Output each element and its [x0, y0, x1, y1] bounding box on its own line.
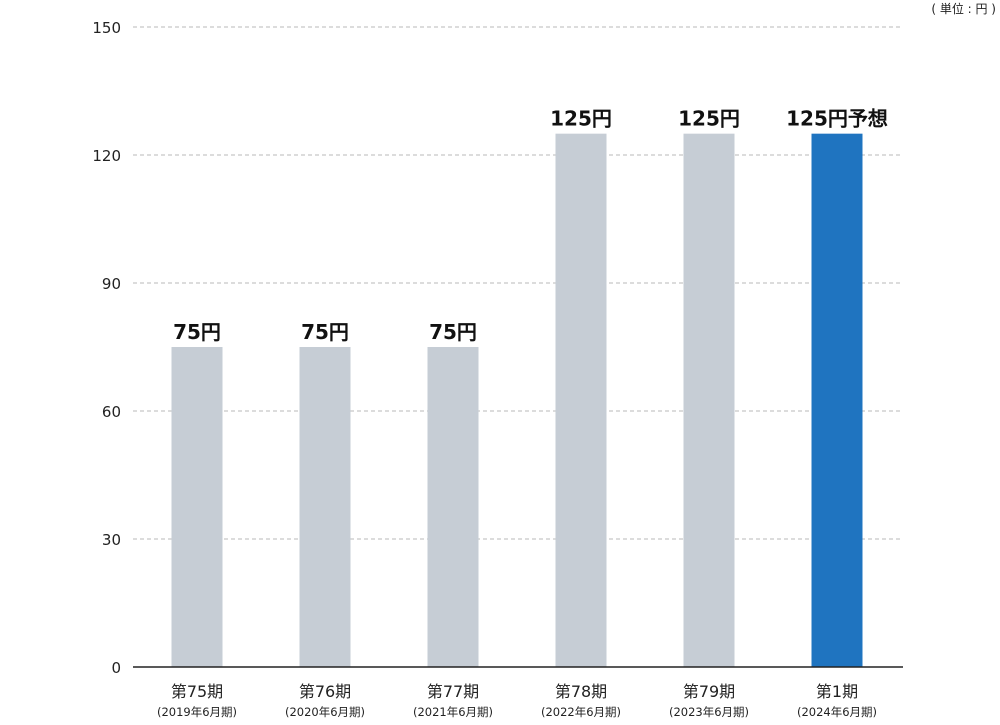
data-label: 125円 [550, 107, 612, 131]
bar [299, 347, 351, 667]
bar [811, 133, 863, 667]
x-category-sublabel: (2021年6月期) [413, 705, 493, 719]
x-category-label: 第77期 [427, 682, 479, 701]
x-category-label: 第78期 [555, 682, 607, 701]
bar [427, 347, 479, 667]
bar [171, 347, 223, 667]
x-category-label: 第1期 [816, 682, 858, 701]
y-tick-label: 90 [102, 275, 121, 293]
x-axis-labels: 第75期 (2019年6月期) 第76期 (2020年6月期) 第77期 (2021年6月… [157, 682, 877, 719]
bar [555, 133, 607, 667]
y-tick-label: 30 [102, 531, 121, 549]
x-category-sublabel: (2023年6月期) [669, 705, 749, 719]
x-category-label: 第79期 [683, 682, 735, 701]
data-label: 125円予想 [786, 107, 888, 131]
data-labels: 75円 75円 75円 125円 125円 125円予想 [173, 107, 888, 344]
x-category-sublabel: (2024年6月期) [797, 705, 877, 719]
data-label: 75円 [429, 320, 477, 344]
gridlines [133, 26, 903, 540]
data-label: 125円 [678, 107, 740, 131]
bars [171, 133, 863, 667]
x-category-label: 第76期 [299, 682, 351, 701]
unit-label: ( 単位 : 円 ) [931, 2, 996, 16]
y-axis-ticks: 0 30 60 90 120 150 [92, 19, 121, 677]
x-category-sublabel: (2019年6月期) [157, 705, 237, 719]
y-tick-label: 0 [111, 659, 121, 677]
x-category-sublabel: (2020年6月期) [285, 705, 365, 719]
x-category-sublabel: (2022年6月期) [541, 705, 621, 719]
x-category-label: 第75期 [171, 682, 223, 701]
y-tick-label: 150 [92, 19, 121, 37]
y-tick-label: 120 [92, 147, 121, 165]
y-tick-label: 60 [102, 403, 121, 421]
data-label: 75円 [301, 320, 349, 344]
data-label: 75円 [173, 320, 221, 344]
bar [683, 133, 735, 667]
